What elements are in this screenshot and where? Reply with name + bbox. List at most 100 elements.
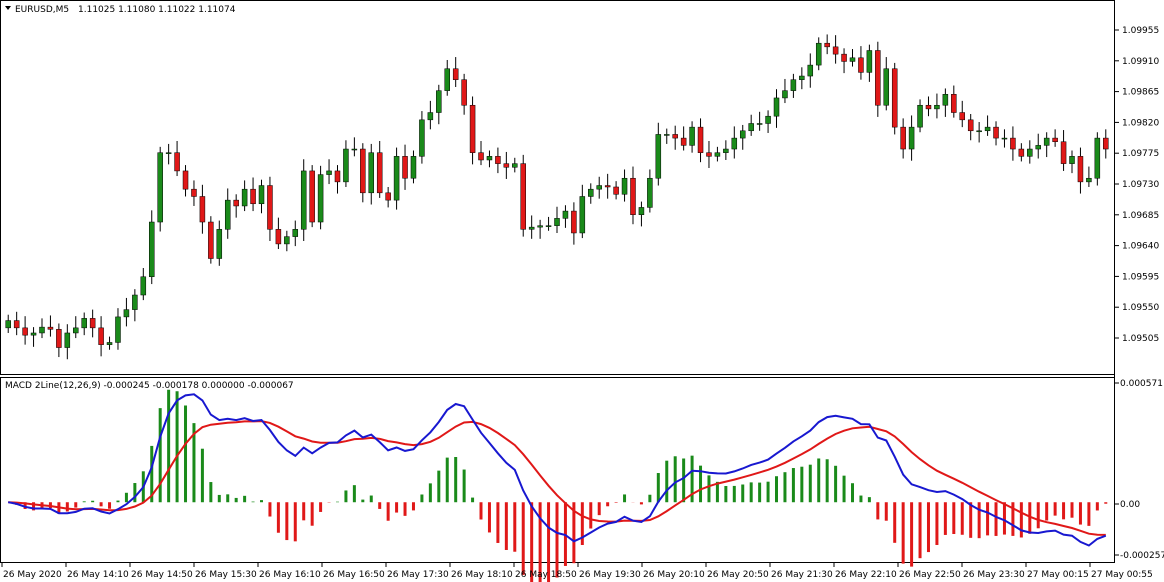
- candle-bear: [275, 229, 282, 245]
- candle-bear: [376, 152, 383, 194]
- candle-bull: [241, 188, 248, 207]
- candle-bull: [908, 126, 915, 150]
- candle-bull: [343, 148, 349, 183]
- candle-bull: [148, 221, 155, 278]
- time-tick-label: 26 May 2020: [3, 570, 62, 580]
- candle-bull: [224, 199, 231, 230]
- candle-bull: [528, 226, 535, 230]
- ohlc-values: 1.11025 1.11080 1.11022 1.11074: [78, 5, 236, 15]
- candle-bull: [1086, 177, 1092, 183]
- candle-bear: [478, 152, 484, 161]
- candle-bear: [824, 42, 830, 48]
- price-tick-label: 1.09685: [1122, 211, 1159, 221]
- candle-bear: [925, 104, 932, 110]
- candle-bull: [140, 276, 147, 296]
- candle-bull: [132, 294, 138, 310]
- macd-tick-label: -0.000257: [1120, 551, 1164, 561]
- candle-bear: [891, 68, 898, 128]
- candle-bear: [208, 221, 214, 259]
- candle-bull: [588, 188, 594, 197]
- candle-bull: [1035, 145, 1041, 150]
- candle-bear: [495, 156, 501, 164]
- symbol-label: EURUSD,M5: [15, 5, 69, 15]
- candle-bull: [486, 156, 493, 161]
- candle-bear: [233, 199, 239, 207]
- candle-bull: [106, 342, 113, 345]
- candle-bear: [13, 320, 20, 329]
- candle-bear: [1010, 137, 1016, 150]
- candle-bull: [756, 123, 763, 125]
- candle-bull: [5, 320, 11, 329]
- candle-bull: [849, 57, 856, 62]
- candle-bull: [1043, 137, 1050, 146]
- candles-group: [5, 34, 1109, 360]
- macd-tick-label: 0.00: [1120, 500, 1140, 510]
- candle-bull: [368, 152, 375, 194]
- candle-bear: [334, 170, 341, 183]
- candle-bull: [393, 156, 400, 201]
- candle-bear: [967, 119, 974, 132]
- price-tick-label: 1.09550: [1122, 303, 1159, 313]
- macd-histogram: [15, 389, 1108, 582]
- candle-bear: [385, 192, 391, 201]
- candle-bear: [672, 134, 678, 139]
- time-axis: 26 May 2020 26 May 14:10 26 May 14:50 26 Ma…: [1, 563, 1153, 580]
- candle-bear: [452, 68, 459, 80]
- candle-bull: [326, 170, 332, 175]
- candle-bull: [866, 50, 873, 73]
- candle-bull: [284, 236, 290, 245]
- candle-bull: [216, 229, 223, 259]
- candle-bull: [748, 123, 754, 132]
- time-tick-label: 26 May 23:30: [963, 570, 1025, 580]
- symbol-dropdown-icon[interactable]: [5, 6, 11, 10]
- candle-bear: [267, 185, 273, 230]
- time-tick-label: 26 May 16:50: [323, 570, 385, 580]
- candle-bull: [799, 75, 805, 80]
- macd-axis: 0.000571 0.00 -0.000257: [1114, 379, 1164, 561]
- candle-bull: [73, 327, 79, 334]
- candle-bear: [22, 327, 28, 336]
- candle-bear: [841, 53, 847, 62]
- candle-bear: [1103, 137, 1109, 150]
- candle-bull: [512, 163, 518, 168]
- candle-bull: [934, 104, 940, 110]
- time-tick-label: 26 May 22:50: [899, 570, 961, 580]
- candle-bull: [39, 326, 45, 334]
- candle-bear: [98, 327, 104, 345]
- time-tick-label: 26 May 21:30: [771, 570, 833, 580]
- candle-bull: [115, 316, 121, 343]
- candle-bear: [503, 163, 510, 168]
- candle-bull: [537, 225, 543, 228]
- candle-bull: [638, 207, 645, 215]
- price-tick-label: 1.09505: [1122, 334, 1159, 344]
- candle-bull: [596, 185, 602, 190]
- candle-bear: [402, 156, 408, 179]
- candle-bull: [444, 68, 450, 91]
- candle-bear: [832, 46, 839, 55]
- candle-bear: [1018, 148, 1025, 157]
- candle-bull: [545, 225, 552, 227]
- candle-bull: [579, 196, 586, 234]
- candle-bull: [436, 90, 442, 113]
- candle-bull: [81, 318, 87, 329]
- candle-bull: [714, 152, 721, 157]
- candle-bear: [469, 104, 476, 153]
- candle-bear: [706, 152, 712, 157]
- price-tick-label: 1.09595: [1122, 272, 1159, 282]
- candle-bull: [562, 210, 569, 219]
- candle-bear: [613, 186, 619, 195]
- candle-bull: [883, 68, 890, 106]
- time-tick-label: 26 May 18:50: [515, 570, 577, 580]
- macd-title: MACD 2Line(12,26,9) -0.000245 -0.000178 …: [5, 381, 294, 391]
- candle-bear: [309, 170, 315, 223]
- candle-bear: [951, 94, 957, 113]
- candle-bear: [56, 329, 62, 348]
- time-tick-label: 26 May 20:10: [643, 570, 705, 580]
- candle-bull: [300, 170, 307, 230]
- candle-bear: [858, 57, 864, 73]
- candle-bear: [900, 126, 906, 150]
- time-tick-label: 26 May 20:50: [707, 570, 769, 580]
- candle-bear: [1060, 141, 1067, 164]
- candle-bull: [258, 185, 265, 205]
